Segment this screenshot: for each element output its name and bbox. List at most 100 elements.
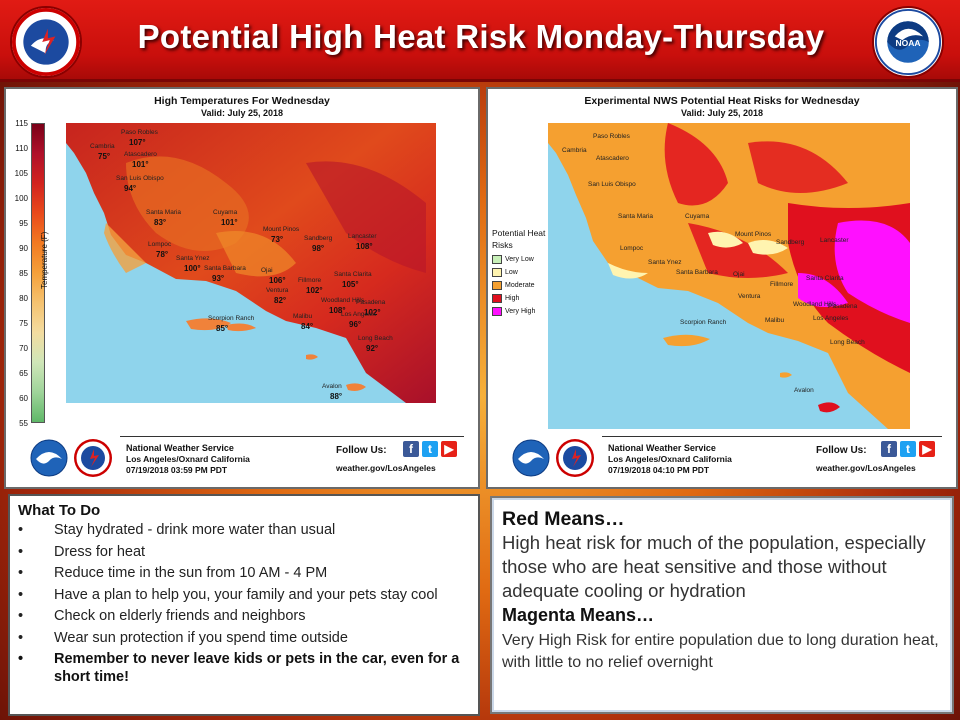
- city-name-label: Santa Ynez: [176, 255, 210, 262]
- city-temperature-value: 84°: [301, 322, 314, 331]
- twitter-icon[interactable]: t: [900, 441, 916, 457]
- city-name-label: Scorpion Ranch: [680, 319, 727, 326]
- city-name-label: Santa Clarita: [334, 271, 372, 278]
- city-temperature-value: 78°: [156, 250, 169, 259]
- map-title: High Temperatures For Wednesday: [154, 95, 330, 107]
- what-to-do-item: • Remember to never leave kids or pets in…: [18, 651, 470, 686]
- city-name-label: Pasadena: [828, 303, 858, 310]
- twitter-icon[interactable]: t: [422, 441, 438, 457]
- city-temperature-value: 85°: [216, 324, 229, 333]
- heat-risk-map-panel: Experimental NWS Potential Heat Risks fo…: [486, 87, 958, 489]
- legend-label: Low: [505, 269, 518, 276]
- what-to-do-text: Reduce time in the sun from 10 AM - 4 PM: [54, 565, 328, 581]
- facebook-icon[interactable]: f: [881, 441, 897, 457]
- what-to-do-item: • Stay hydrated - drink more water than u…: [18, 522, 470, 540]
- nws-logo-icon: [74, 439, 112, 477]
- city-temperature-value: 102°: [364, 308, 381, 317]
- city-temperature-value: 108°: [329, 306, 346, 315]
- legend-swatch: [492, 281, 502, 290]
- map-footer: National Weather Service Los Angeles/Oxn…: [6, 431, 478, 487]
- nws-seal-icon: [10, 6, 82, 78]
- city-temperature-value: 98°: [312, 244, 325, 253]
- what-to-do-text: Dress for heat: [54, 543, 146, 560]
- city-name-label: Fillmore: [298, 277, 322, 284]
- legend-item: Low: [492, 268, 548, 277]
- city-temperature-value: 83°: [154, 218, 167, 227]
- city-name-label: Pasadena: [356, 299, 386, 306]
- what-to-do-text: Have a plan to help you, your family and…: [54, 586, 438, 603]
- colorbar-tick: 100: [14, 194, 28, 203]
- map-valid-date: Valid: July 25, 2018: [200, 108, 284, 118]
- colorbar-tick: 85: [19, 269, 28, 278]
- footer-url[interactable]: weather.gov/LosAngeles: [816, 463, 916, 473]
- city-name-label: Malibu: [293, 313, 313, 320]
- noaa-logo-icon: [512, 439, 550, 477]
- what-to-do-box: What To Do • Stay hydrated - drink more w…: [8, 494, 480, 716]
- map-footer: National Weather Service Los Angeles/Oxn…: [488, 431, 956, 487]
- colorbar-label: Temperature (F): [40, 231, 49, 289]
- legend-item: Moderate: [492, 281, 548, 290]
- youtube-icon[interactable]: ▶: [441, 441, 457, 457]
- footer-divider: [602, 436, 942, 437]
- city-name-label: Avalon: [794, 387, 814, 394]
- red-means-heading: Red Means…: [502, 508, 625, 530]
- noaa-logo-icon: [30, 439, 68, 477]
- city-name-label: San Luis Obispo: [116, 175, 164, 182]
- footer-issued-date: 07/19/2018 03:59 PM PDT: [126, 465, 228, 475]
- bullet-icon: •: [18, 651, 24, 667]
- heat-risk-legend: Potential Heat Risks Very Low Low Moderate…: [492, 227, 548, 316]
- city-name-label: Mount Pinos: [735, 231, 772, 238]
- bullet-icon: •: [18, 565, 24, 581]
- city-name-label: Paso Robles: [593, 133, 630, 140]
- what-to-do-item: • Wear sun protection if you spend time o…: [18, 630, 470, 648]
- colorbar-tick: 65: [19, 369, 28, 378]
- city-name-label: Sandberg: [304, 235, 333, 242]
- city-name-label: Scorpion Ranch: [208, 315, 255, 322]
- city-name-label: Long Beach: [358, 335, 393, 342]
- legend-item: Very High: [492, 307, 548, 316]
- what-to-do-text: Remember to never leave kids or pets in …: [54, 651, 460, 685]
- city-name-label: Santa Maria: [146, 209, 182, 216]
- legend-swatch: [492, 294, 502, 303]
- colorbar-tick: 70: [19, 344, 28, 353]
- legend-label: Very Low: [505, 256, 534, 263]
- what-to-do-text: Stay hydrated - drink more water than us…: [54, 522, 336, 538]
- footer-issued-date: 07/19/2018 04:10 PM PDT: [608, 465, 710, 475]
- city-name-label: Long Beach: [830, 339, 865, 346]
- city-name-label: Fillmore: [770, 281, 794, 288]
- risk-meaning-box: Red Means… High heat risk for much of th…: [490, 496, 954, 714]
- city-temperature-value: 82°: [274, 296, 287, 305]
- city-temperature-value: 108°: [356, 242, 373, 251]
- legend-item: Very Low: [492, 255, 548, 264]
- temperature-map: [66, 123, 436, 403]
- colorbar-tick: 75: [19, 319, 28, 328]
- city-name-label: Lompoc: [148, 241, 172, 248]
- facebook-icon[interactable]: f: [403, 441, 419, 457]
- nws-logo-icon: [556, 439, 594, 477]
- city-temperature-value: 88°: [330, 392, 343, 401]
- footer-url[interactable]: weather.gov/LosAngeles: [336, 463, 436, 473]
- city-name-label: San Luis Obispo: [588, 181, 636, 188]
- temperature-colorbar: [31, 123, 45, 423]
- what-to-do-title: What To Do: [18, 502, 101, 519]
- city-temperature-value: 94°: [124, 184, 137, 193]
- city-name-label: Santa Ynez: [648, 259, 682, 266]
- city-name-label: Cuyama: [685, 213, 710, 220]
- bullet-icon: •: [18, 586, 24, 603]
- footer-office: Los Angeles/Oxnard California: [608, 454, 732, 464]
- youtube-icon[interactable]: ▶: [919, 441, 935, 457]
- city-temperature-value: 101°: [221, 218, 238, 227]
- city-temperature-value: 102°: [306, 286, 323, 295]
- footer-follow-label: Follow Us:: [336, 445, 387, 456]
- city-name-label: Santa Barbara: [204, 265, 246, 272]
- what-to-do-list: • Stay hydrated - drink more water than u…: [18, 522, 470, 686]
- map-valid-date: Valid: July 25, 2018: [680, 108, 764, 118]
- city-temperature-value: 73°: [271, 235, 284, 244]
- colorbar-tick: 105: [14, 169, 28, 178]
- city-name-label: Cambria: [90, 143, 115, 150]
- bullet-icon: •: [18, 543, 24, 560]
- what-to-do-text: Wear sun protection if you spend time ou…: [54, 629, 348, 646]
- city-temperature-value: 92°: [366, 344, 379, 353]
- what-to-do-text: Check on elderly friends and neighbors: [54, 608, 306, 624]
- colorbar-tick: 115: [15, 119, 28, 128]
